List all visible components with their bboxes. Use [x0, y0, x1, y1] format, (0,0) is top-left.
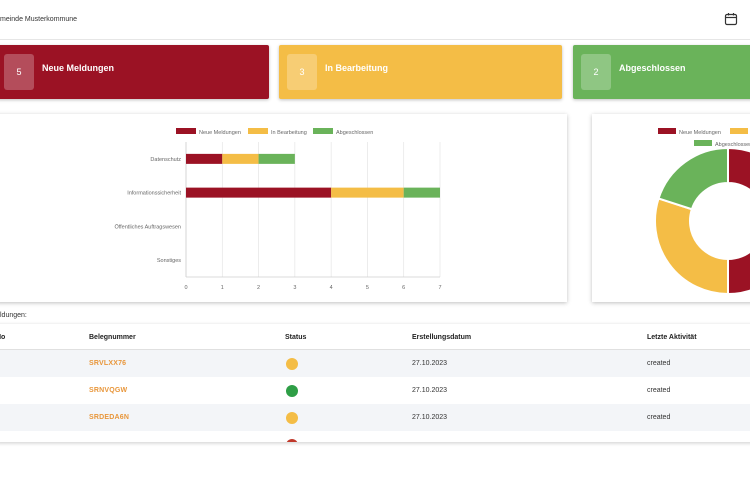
legend-swatch — [313, 128, 333, 134]
header-status[interactable]: Status — [285, 334, 307, 341]
stacked-bar-chart: Neue Meldungen In Bearbeitung Abgeschlosse… — [114, 128, 442, 291]
cell-erstellungsdatum-text: 27.10.2023 — [412, 414, 448, 421]
table-row[interactable] — [0, 431, 750, 442]
card-count: 2 — [581, 54, 611, 90]
x-tick-label: 1 — [221, 285, 224, 291]
status-dot-icon — [286, 357, 298, 370]
card-count: 5 — [4, 54, 34, 90]
cell-erstellungsdatum-text: 27.10.2023 — [412, 387, 448, 394]
x-tick-label: 0 — [184, 285, 187, 291]
y-tick-label: Informationssicherheit — [127, 191, 181, 197]
header-belegnummer[interactable]: Belegnummer — [89, 334, 136, 341]
donut-slice[interactable] — [727, 146, 750, 296]
cell-erstellungsdatum: 27.10.2023 — [412, 404, 447, 431]
x-tick-label: 6 — [402, 285, 405, 291]
page-title: meinde Musterkommune — [0, 16, 78, 23]
section-label: ldungen: — [0, 312, 27, 319]
cell-letzte-aktivitaet-text: created — [647, 414, 671, 421]
card-neue-meldungen[interactable]: 5 Neue Meldungen — [0, 45, 269, 99]
legend-label[interactable]: In Bearbeitung — [271, 130, 307, 136]
x-tick-label: 2 — [257, 285, 260, 291]
legend-swatch — [248, 128, 268, 134]
cell-letzte-aktivitaet: created — [647, 350, 670, 377]
x-tick-label: 5 — [366, 285, 369, 291]
bar-segment[interactable] — [331, 187, 404, 198]
donut-slice[interactable] — [654, 197, 729, 296]
cell-status — [285, 404, 298, 431]
cell-belegnummer-text[interactable]: SRNVQGW — [89, 387, 128, 394]
app-header: meinde Musterkommune — [0, 0, 750, 40]
x-tick-label: 3 — [293, 285, 296, 291]
card-label: Neue Meldungen — [42, 63, 115, 73]
bar-segment[interactable] — [186, 187, 332, 198]
header-letzte-aktivitaet[interactable]: Letzte Aktivität — [647, 334, 697, 341]
cell-belegnummer[interactable]: SRVLXX76 — [89, 350, 126, 377]
cell-erstellungsdatum: 27.10.2023 — [412, 350, 447, 377]
card-count: 3 — [287, 54, 317, 90]
cell-belegnummer[interactable]: SRNVQGW — [89, 377, 127, 404]
legend-label[interactable]: Abgeschlossen — [715, 142, 750, 148]
status-dot-icon — [286, 438, 298, 442]
legend-swatch — [176, 128, 196, 134]
cell-erstellungsdatum: 27.10.2023 — [412, 377, 447, 404]
x-tick-label: 4 — [330, 285, 333, 291]
header-erstellungsdatum[interactable]: Erstellungsdatum — [412, 334, 472, 341]
bar-segment[interactable] — [186, 153, 223, 164]
bar-chart-panel: Neue Meldungen In Bearbeitung Abgeschlosse… — [0, 114, 567, 302]
donut-slice[interactable] — [657, 146, 729, 211]
cell-letzte-aktivitaet-text: created — [647, 387, 671, 394]
card-in-bearbeitung[interactable]: 3 In Bearbeitung — [279, 45, 562, 99]
legend-swatch — [694, 140, 712, 146]
bar-segment[interactable] — [403, 187, 440, 198]
status-dot-icon — [286, 384, 298, 397]
status-dot-icon — [286, 411, 298, 424]
cell-status — [285, 377, 298, 404]
card-abgeschlossen[interactable]: 2 Abgeschlossen — [573, 45, 750, 99]
legend-label[interactable]: Neue Meldungen — [679, 130, 721, 136]
cell-belegnummer[interactable]: SRDEDA6N — [89, 404, 129, 431]
table-header: No Belegnummer Status Erstellungsdatum L… — [0, 326, 750, 350]
cell-belegnummer-text[interactable]: SRVLXX76 — [89, 360, 127, 367]
y-tick-label: Datenschutz — [150, 157, 181, 163]
bar-segment[interactable] — [258, 153, 295, 164]
legend-swatch — [730, 128, 748, 134]
y-tick-label: Sonstiges — [157, 258, 181, 264]
legend-label[interactable]: Neue Meldungen — [199, 130, 241, 136]
header-no[interactable]: No — [0, 334, 6, 341]
cell-status — [285, 431, 298, 442]
meldungen-table: No Belegnummer Status Erstellungsdatum L… — [0, 324, 750, 442]
card-label: In Bearbeitung — [325, 63, 389, 73]
cell-letzte-aktivitaet-text: created — [647, 360, 671, 367]
cell-belegnummer-text[interactable]: SRDEDA6N — [89, 414, 130, 421]
cell-erstellungsdatum-text: 27.10.2023 — [412, 360, 448, 367]
legend-label[interactable]: Abgeschlossen — [336, 130, 373, 136]
card-label: Abgeschlossen — [619, 63, 686, 73]
x-tick-label: 7 — [438, 285, 441, 291]
cell-letzte-aktivitaet: created — [647, 377, 670, 404]
calendar-icon[interactable] — [724, 12, 738, 26]
legend-swatch — [658, 128, 676, 134]
bar-segment[interactable] — [222, 153, 259, 164]
y-tick-label: Öffentliches Auftragswesen — [114, 223, 181, 230]
cell-status — [285, 350, 298, 377]
cell-letzte-aktivitaet: created — [647, 404, 670, 431]
